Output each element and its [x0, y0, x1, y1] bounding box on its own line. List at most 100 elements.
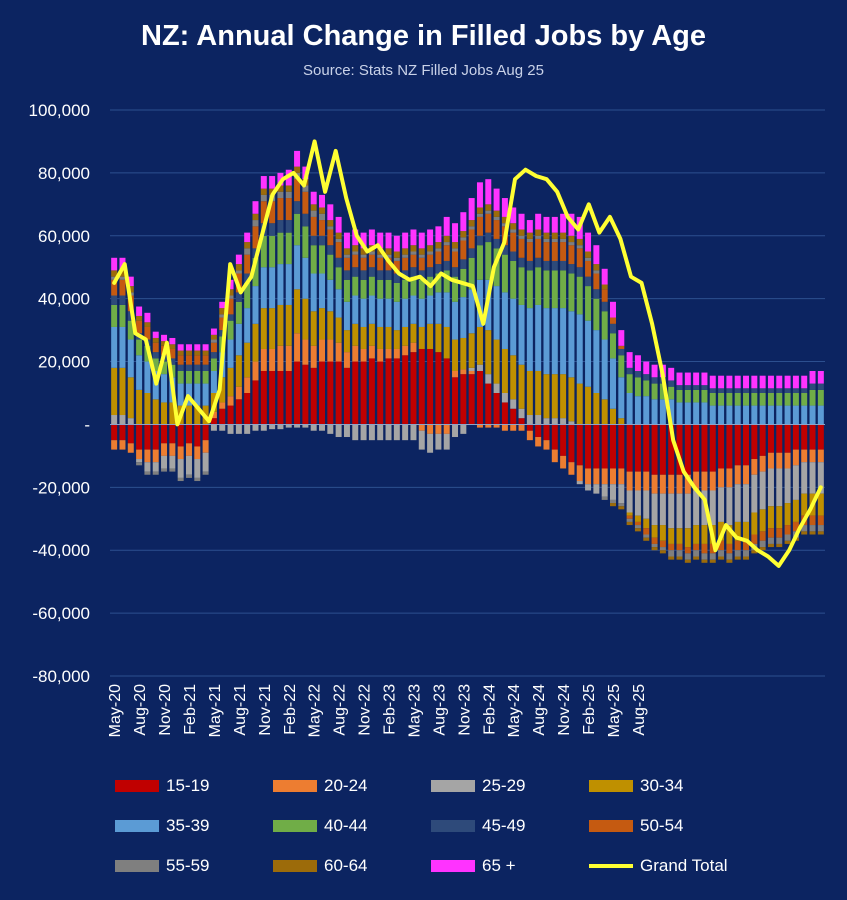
- bar-segment: [227, 405, 234, 425]
- bar-segment: [310, 204, 317, 211]
- bar-segment: [227, 367, 234, 397]
- bar-segment: [427, 251, 434, 255]
- bar-segment: [593, 298, 600, 331]
- bar-segment: [751, 393, 758, 406]
- bar-segment: [402, 326, 409, 346]
- bar-segment: [551, 216, 558, 233]
- bar-segment: [443, 242, 450, 246]
- bar-segment: [244, 232, 251, 243]
- bar-segment: [194, 350, 201, 356]
- bar-segment: [343, 254, 350, 258]
- bar-segment: [410, 251, 417, 255]
- bar-segment: [684, 547, 691, 554]
- bar-segment: [485, 374, 492, 384]
- bar-segment: [751, 405, 758, 425]
- bar-segment: [377, 348, 384, 362]
- legend-swatch: [431, 780, 475, 792]
- legend-item: 55-59: [115, 856, 209, 876]
- bar-segment: [402, 279, 409, 299]
- bar-segment: [809, 424, 816, 450]
- legend-item: 15-19: [115, 776, 209, 796]
- bar-segment: [393, 358, 400, 425]
- bar-segment: [468, 226, 475, 230]
- bar-segment: [194, 477, 201, 482]
- bar-segment: [651, 547, 658, 551]
- bar-segment: [518, 304, 525, 365]
- bar-segment: [784, 468, 791, 504]
- bar-segment: [269, 235, 276, 268]
- bar-segment: [443, 270, 450, 293]
- x-tick-label: Nov-24: [556, 684, 573, 736]
- bar-segment: [501, 424, 508, 431]
- bar-segment: [668, 528, 675, 544]
- bar-segment: [792, 449, 799, 466]
- bar-segment: [759, 405, 766, 425]
- bar-segment: [410, 254, 417, 268]
- bar-segment: [551, 424, 558, 450]
- bar-segment: [244, 308, 251, 343]
- bar-segment: [784, 424, 791, 453]
- bar-segment: [185, 474, 192, 478]
- bar-segment: [327, 220, 334, 227]
- x-tick-label: Nov-20: [157, 684, 174, 736]
- bar-segment: [385, 298, 392, 327]
- bar-segment: [161, 468, 168, 472]
- x-tick-label: Feb-21: [182, 684, 199, 735]
- bar-segment: [327, 254, 334, 280]
- bar-segment: [634, 528, 641, 532]
- bar-segment: [651, 399, 658, 425]
- bar-segment: [767, 528, 774, 538]
- bar-segment: [668, 474, 675, 494]
- bar-segment: [718, 521, 725, 541]
- bar-segment: [410, 424, 417, 441]
- bar-segment: [194, 355, 201, 365]
- bar-segment: [144, 424, 151, 450]
- bar-segment: [452, 301, 459, 340]
- bar-segment: [693, 490, 700, 526]
- bar-segment: [402, 257, 409, 271]
- bar-segment: [659, 493, 666, 526]
- bar-segment: [792, 393, 799, 406]
- bar-segment: [610, 468, 616, 485]
- bar-segment: [277, 264, 284, 305]
- bar-segment: [718, 487, 725, 522]
- bar-segment: [410, 342, 417, 353]
- bar-segment: [684, 553, 691, 560]
- bar-segment: [634, 525, 641, 529]
- bar-segment: [252, 226, 259, 249]
- bar-segment: [493, 424, 500, 428]
- bar-segment: [194, 424, 201, 447]
- bar-segment: [626, 352, 633, 368]
- bar-segment: [659, 424, 666, 475]
- bar-segment: [260, 201, 267, 224]
- y-tick-label: 40,000: [38, 290, 90, 309]
- bar-segment: [817, 531, 824, 535]
- bar-segment: [659, 399, 666, 425]
- bar-segment: [743, 540, 750, 551]
- bar-segment: [618, 345, 625, 349]
- bar-segment: [526, 260, 533, 271]
- bar-segment: [618, 348, 625, 356]
- bar-segment: [427, 433, 434, 453]
- bar-segment: [410, 267, 417, 277]
- bar-segment: [360, 279, 367, 299]
- bar-segment: [402, 232, 409, 249]
- legend-swatch: [431, 820, 475, 832]
- bar-segment: [152, 352, 159, 359]
- bar-segment: [634, 471, 641, 491]
- bar-segment: [435, 352, 442, 425]
- bar-segment: [526, 415, 533, 425]
- x-tick-label: Feb-25: [581, 684, 598, 735]
- bar-segment: [726, 468, 733, 488]
- bar-segment: [693, 424, 700, 472]
- bar-segment: [626, 521, 633, 526]
- bar-segment: [368, 254, 375, 268]
- bar-segment: [759, 471, 766, 510]
- bar-segment: [360, 232, 367, 249]
- bar-segment: [668, 399, 675, 425]
- bar-segment: [385, 248, 392, 255]
- bar-segment: [119, 304, 126, 327]
- bar-segment: [651, 383, 658, 400]
- bar-segment: [526, 424, 533, 431]
- bar-segment: [476, 245, 483, 280]
